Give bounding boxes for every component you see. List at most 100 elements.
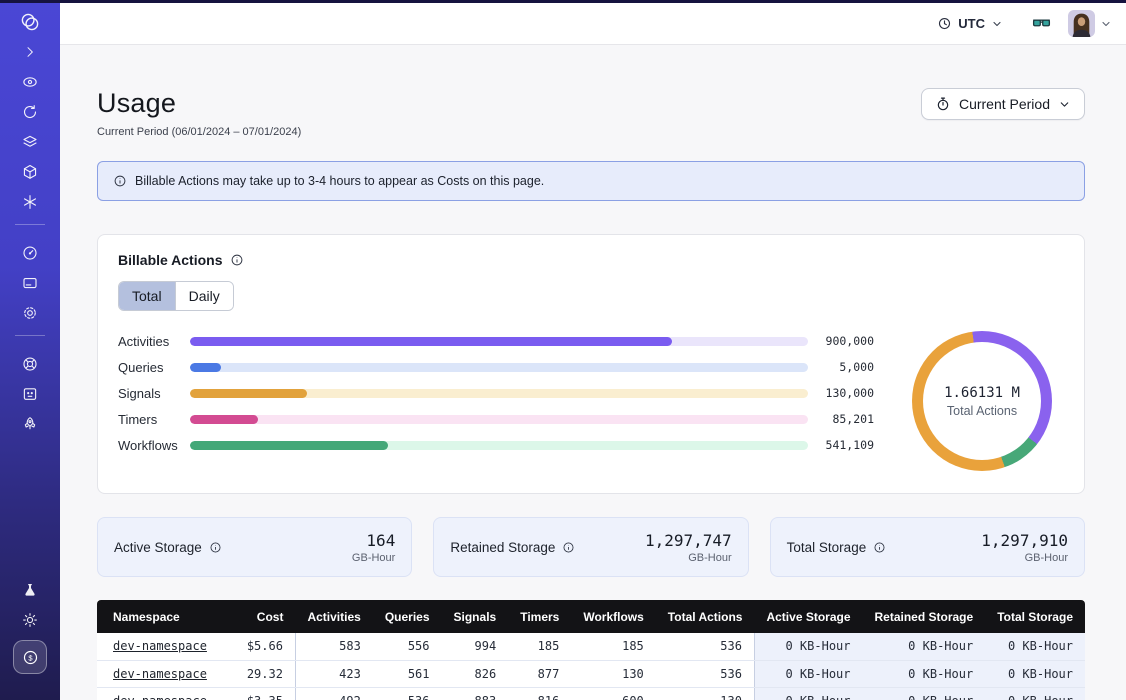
sunglasses-icon[interactable]	[1031, 13, 1052, 34]
cube-icon[interactable]	[18, 160, 42, 184]
table-header-cell: Total Storage	[985, 600, 1085, 633]
temporal-logo-icon[interactable]	[18, 10, 42, 34]
topbar: UTC	[60, 3, 1126, 45]
table-cell: 877	[508, 660, 571, 687]
table-cell: 0 KB-Hour	[985, 687, 1085, 700]
bar-track	[190, 441, 808, 450]
info-icon[interactable]	[230, 253, 244, 267]
namespaces-eye-icon[interactable]	[18, 70, 42, 94]
bar-label: Timers	[118, 412, 190, 427]
storage-card-label: Retained Storage	[450, 540, 555, 555]
user-menu[interactable]	[1068, 10, 1112, 37]
history-icon[interactable]	[18, 100, 42, 124]
usage-gauge-icon[interactable]	[18, 241, 42, 265]
bar-value: 900,000	[808, 334, 874, 348]
table-cell: 0 KB-Hour	[863, 660, 986, 687]
tab-total[interactable]: Total	[119, 282, 175, 310]
table-cell: $5.66	[235, 633, 296, 660]
table-cell: 994	[442, 633, 509, 660]
main-content: Usage Current Period (06/01/2024 – 07/01…	[60, 45, 1126, 700]
donut-total-label: Total Actions	[947, 404, 1017, 418]
feedback-doc-icon[interactable]	[18, 382, 42, 406]
table-header-cell: Workflows	[571, 600, 655, 633]
banner-text: Billable Actions may take up to 3-4 hour…	[135, 174, 544, 188]
info-icon[interactable]	[209, 541, 222, 554]
namespace-link[interactable]: dev-namespace	[113, 639, 207, 653]
table-header-cell: Namespace	[97, 600, 235, 633]
chevron-down-icon	[1058, 98, 1071, 111]
bar-row: Workflows541,109	[118, 438, 874, 452]
bar-track	[190, 415, 808, 424]
period-button-label: Current Period	[959, 96, 1050, 112]
billable-bar-chart: Activities900,000Queries5,000Signals130,…	[118, 331, 874, 471]
avatar	[1068, 10, 1095, 37]
timezone-label: UTC	[958, 16, 985, 31]
sidebar-divider	[15, 224, 45, 225]
bar-value: 5,000	[808, 360, 874, 374]
table-cell: 583	[295, 633, 372, 660]
bar-fill	[190, 337, 672, 346]
billable-actions-card: Billable Actions Total Daily Activities9…	[97, 234, 1085, 494]
table-cell: 883	[442, 687, 509, 700]
storage-card-value: 1,297,910	[981, 531, 1068, 550]
table-cell: 0 KB-Hour	[863, 687, 986, 700]
billable-view-tabs: Total Daily	[118, 281, 234, 311]
sidebar-divider	[15, 335, 45, 336]
tab-daily[interactable]: Daily	[175, 282, 233, 310]
retained-storage-card: Retained Storage 1,297,747 GB-Hour	[433, 517, 748, 577]
labs-flask-icon[interactable]	[18, 578, 42, 602]
table-cell: 600	[571, 687, 655, 700]
sidebar: $	[0, 0, 60, 700]
collapse-chevron-right-icon[interactable]	[18, 40, 42, 64]
storage-card-label: Total Storage	[787, 540, 867, 555]
namespace-link[interactable]: dev-namespace	[113, 667, 207, 681]
table-cell: 0 KB-Hour	[863, 633, 986, 660]
table-cell: 0 KB-Hour	[754, 660, 862, 687]
billing-card-icon[interactable]	[18, 271, 42, 295]
info-icon[interactable]	[562, 541, 575, 554]
page-subtitle: Current Period (06/01/2024 – 07/01/2024)	[97, 126, 301, 138]
nexus-asterisk-icon[interactable]	[18, 190, 42, 214]
donut-total-value: 1.66131 M	[944, 385, 1020, 401]
table-cell: 29.32	[235, 660, 296, 687]
table-cell: 130	[571, 660, 655, 687]
table-cell: 816	[508, 687, 571, 700]
svg-text:$: $	[28, 653, 33, 662]
theme-sun-icon[interactable]	[18, 608, 42, 632]
namespace-link[interactable]: dev-namespace	[113, 694, 207, 700]
bar-label: Queries	[118, 360, 190, 375]
settings-gear-icon[interactable]	[18, 301, 42, 325]
bar-fill	[190, 441, 388, 450]
table-header-cell: Signals	[442, 600, 509, 633]
total-actions-donut-chart: 1.66131 M Total Actions	[912, 331, 1052, 471]
bar-row: Signals130,000	[118, 386, 874, 400]
support-lifebuoy-icon[interactable]	[18, 352, 42, 376]
timezone-selector[interactable]: UTC	[937, 16, 1003, 31]
table-cell: 185	[571, 633, 655, 660]
bar-value: 541,109	[808, 438, 874, 452]
usage-billing-active-item[interactable]: $	[13, 640, 47, 674]
table-cell: 556	[373, 633, 442, 660]
layers-icon[interactable]	[18, 130, 42, 154]
storage-card-unit: GB-Hour	[981, 552, 1068, 564]
table-cell: 826	[442, 660, 509, 687]
table-cell: 561	[373, 660, 442, 687]
namespace-cell: dev-namespace	[97, 687, 235, 700]
bar-fill	[190, 363, 221, 372]
storage-card-unit: GB-Hour	[352, 552, 395, 564]
period-dropdown-button[interactable]: Current Period	[921, 88, 1085, 120]
table-header-cell: Active Storage	[754, 600, 862, 633]
storage-card-value: 164	[352, 531, 395, 550]
rocket-icon[interactable]	[18, 412, 42, 436]
info-icon[interactable]	[873, 541, 886, 554]
table-header-cell: Timers	[508, 600, 571, 633]
table-header-cell: Total Actions	[656, 600, 755, 633]
storage-summary-row: Active Storage 164 GB-Hour Retained Stor…	[97, 517, 1085, 577]
table-cell: 423	[295, 660, 372, 687]
bar-fill	[190, 415, 258, 424]
table-header-cell: Queries	[373, 600, 442, 633]
bar-track	[190, 389, 808, 398]
stopwatch-icon	[935, 96, 951, 112]
top-strip	[0, 0, 1126, 3]
bar-track	[190, 363, 808, 372]
